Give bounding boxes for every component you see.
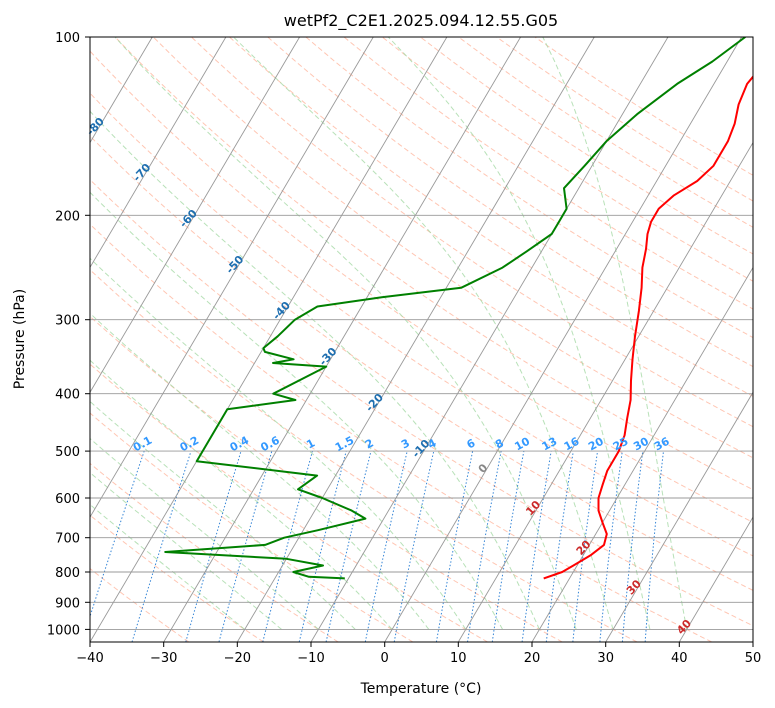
x-tick-label: 20	[524, 651, 541, 666]
plot-background	[90, 37, 753, 642]
dry-adiabat	[90, 223, 712, 642]
y-tick-label: 800	[55, 566, 80, 581]
mixing-ratio-line	[185, 450, 242, 642]
mixing-ratio-line	[262, 450, 313, 642]
isotherm-line	[163, 37, 521, 642]
mixing-ratio-line	[364, 450, 408, 642]
dewpoint-profile-line	[164, 37, 746, 580]
x-tick-label: −20	[224, 651, 251, 666]
y-tick-label: 200	[55, 209, 80, 224]
x-tick-label: −30	[150, 651, 177, 666]
x-tick-label: −40	[76, 651, 103, 666]
x-tick-label: 40	[671, 651, 688, 666]
dry-adiabat	[90, 269, 638, 642]
y-tick-label: 400	[55, 388, 80, 403]
y-tick-label: 300	[55, 314, 80, 329]
isotherm-line	[90, 37, 227, 269]
mixing-ratio-line	[90, 450, 145, 618]
dry-adiabat	[90, 462, 339, 642]
mixing-ratio-line	[393, 450, 435, 642]
mixing-ratio-label: 20	[586, 435, 606, 454]
x-tick-label: −10	[297, 651, 324, 666]
isotherm-line	[90, 37, 153, 144]
isotherm-line	[384, 37, 742, 642]
y-axis-label: Pressure (hPa)	[12, 289, 28, 389]
moist-adiabat	[114, 37, 577, 630]
dry-adiabat	[90, 50, 753, 523]
x-tick-label: 30	[597, 651, 614, 666]
mixing-ratio-label: 36	[652, 435, 672, 454]
mixing-ratio-label: 16	[562, 435, 582, 454]
mixing-ratio-label: 13	[540, 435, 560, 454]
y-tick-label: 500	[55, 445, 80, 460]
mixing-ratio-line	[218, 450, 273, 642]
y-tick-label: 1000	[47, 623, 80, 638]
moist-adiabat	[90, 503, 246, 630]
isotherm-line	[236, 37, 595, 642]
y-tick-label: 900	[55, 596, 80, 611]
isotherm-line	[90, 37, 300, 394]
moist-adiabat	[387, 37, 651, 630]
dry-adiabat	[90, 135, 753, 591]
x-axis-label: Temperature (°C)	[360, 681, 482, 697]
mixing-ratio-label: 10	[512, 435, 532, 454]
y-tick-label: 100	[55, 31, 80, 46]
isotherm-line	[678, 516, 753, 642]
isotherm-line	[752, 641, 753, 642]
dry-adiabat	[305, 37, 753, 339]
moist-adiabat	[542, 37, 688, 630]
isotherm-line	[90, 37, 374, 518]
moist-adiabat	[90, 400, 356, 630]
plot-frame	[89, 36, 754, 643]
dry-adiabat	[90, 363, 488, 642]
moist-adiabat	[90, 437, 319, 630]
temperature-profile-line	[543, 75, 753, 580]
mixing-ratio-line	[298, 450, 347, 642]
dry-adiabat	[90, 178, 753, 627]
y-tick-label: 600	[55, 492, 80, 507]
mixing-ratio-label: 30	[631, 435, 651, 454]
moist-adiabat	[90, 191, 504, 630]
y-tick-label: 700	[55, 532, 80, 547]
moist-adiabat	[90, 471, 282, 630]
moist-adiabat	[233, 37, 614, 630]
isotherm-line	[531, 266, 753, 642]
dry-adiabat	[343, 37, 753, 310]
x-tick-label: 0	[381, 651, 389, 666]
mixing-ratio-line	[621, 451, 644, 642]
dry-adiabat	[114, 37, 753, 491]
dry-adiabat	[90, 412, 414, 642]
moist-adiabat	[90, 257, 467, 630]
isotherm-line	[310, 37, 669, 642]
isotherm-line	[90, 37, 448, 642]
isotherm-line	[457, 141, 753, 642]
dry-adiabat	[90, 514, 264, 642]
mixing-ratio-line	[325, 450, 372, 642]
x-tick-label: 10	[450, 651, 467, 666]
x-tick-label: 50	[745, 651, 762, 666]
chart-title: wetPf2_C2E1.2025.094.12.55.G05	[284, 11, 558, 31]
dry-adiabat	[152, 37, 753, 459]
mixing-ratio-label: 25	[611, 435, 631, 454]
dry-adiabat	[90, 315, 563, 642]
moist-adiabat	[90, 359, 393, 630]
dry-adiabat	[191, 37, 753, 428]
moist-adiabat	[90, 110, 540, 630]
isotherm-line	[0, 37, 5, 642]
isotherm-line	[605, 391, 753, 642]
